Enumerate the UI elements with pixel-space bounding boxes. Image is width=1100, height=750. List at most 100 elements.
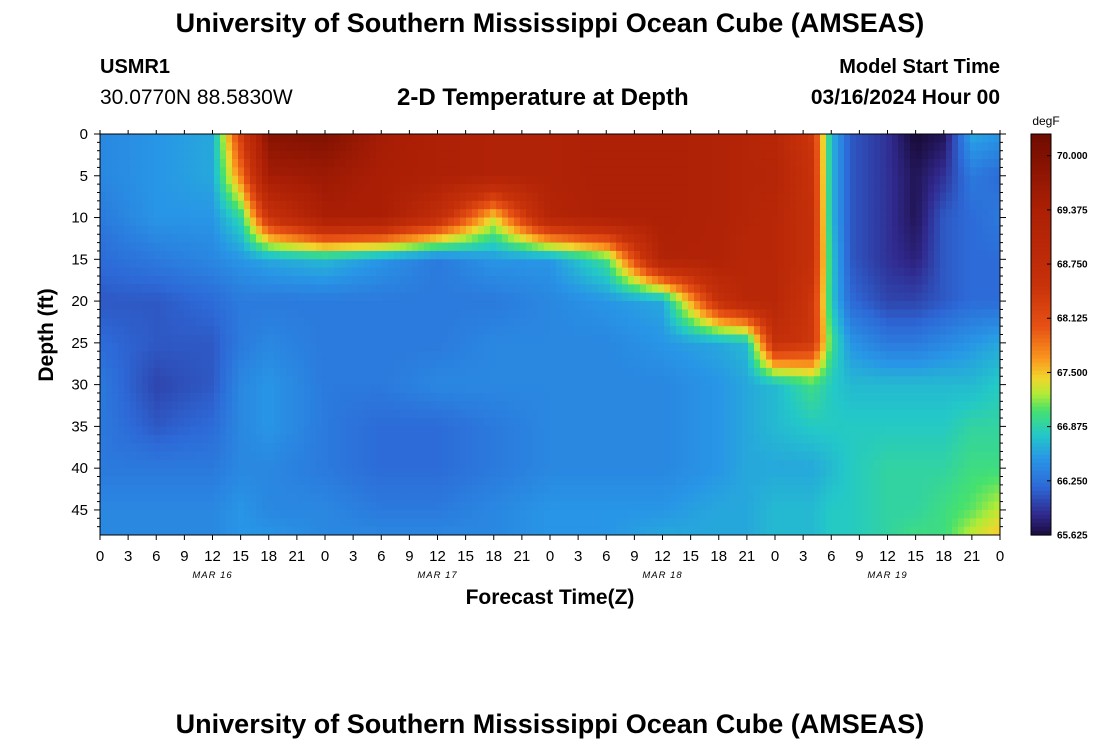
heatmap-cell xyxy=(640,200,647,210)
heatmap-cell xyxy=(946,342,953,352)
heatmap-cell xyxy=(988,301,995,311)
heatmap-cell xyxy=(880,392,887,402)
heatmap-cell xyxy=(364,376,371,386)
heatmap-cell xyxy=(946,292,953,302)
heatmap-cell xyxy=(220,200,227,210)
heatmap-cell xyxy=(418,392,425,402)
heatmap-cell xyxy=(130,142,137,152)
heatmap-cell xyxy=(634,267,641,277)
heatmap-cell xyxy=(418,276,425,285)
heatmap-cell xyxy=(124,209,131,219)
heatmap-cell xyxy=(700,184,707,194)
heatmap-cell xyxy=(442,150,449,160)
heatmap-cell xyxy=(832,159,839,169)
heatmap-cell xyxy=(130,159,137,169)
heatmap-cell xyxy=(508,259,515,269)
heatmap-cell xyxy=(112,309,119,319)
heatmap-cell xyxy=(130,267,137,277)
heatmap-cell xyxy=(532,317,539,327)
heatmap-cell xyxy=(796,359,803,369)
heatmap-cell xyxy=(544,326,551,336)
heatmap-cell xyxy=(136,150,143,160)
heatmap-cell xyxy=(232,301,239,311)
heatmap-cell xyxy=(472,392,479,402)
heatmap-cell xyxy=(370,292,377,302)
heatmap-cell xyxy=(220,192,227,202)
heatmap-cell xyxy=(400,217,407,227)
heatmap-cell xyxy=(532,301,539,311)
heatmap-cell xyxy=(358,267,365,277)
heatmap-cell xyxy=(256,167,263,177)
heatmap-cell xyxy=(730,134,737,143)
heatmap-cell xyxy=(586,259,593,269)
heatmap-cell xyxy=(148,384,155,394)
heatmap-cell xyxy=(622,284,629,294)
heatmap-cell xyxy=(214,209,221,219)
heatmap-cell xyxy=(826,150,833,160)
heatmap-cell xyxy=(592,225,599,235)
heatmap-cell xyxy=(346,259,353,269)
heatmap-cell xyxy=(100,150,107,160)
heatmap-cell xyxy=(376,167,383,177)
heatmap-cell xyxy=(430,192,437,202)
heatmap-cell xyxy=(370,392,377,402)
heatmap-cell xyxy=(376,317,383,327)
heatmap-cell xyxy=(526,209,533,219)
heatmap-cell xyxy=(892,334,899,344)
heatmap-cell xyxy=(634,250,641,260)
heatmap-cell xyxy=(556,292,563,302)
heatmap-cell xyxy=(328,351,335,361)
heatmap-cell xyxy=(568,326,575,336)
heatmap-cell xyxy=(286,200,293,210)
heatmap-cell xyxy=(550,342,557,352)
heatmap-cell xyxy=(370,367,377,377)
heatmap-cell xyxy=(892,225,899,235)
heatmap-cell xyxy=(658,242,665,252)
heatmap-cell xyxy=(634,200,641,210)
heatmap-cell xyxy=(496,192,503,202)
heatmap-cell xyxy=(604,184,611,194)
heatmap-cell xyxy=(520,384,527,394)
heatmap-cell xyxy=(520,159,527,169)
heatmap-cell xyxy=(850,209,857,219)
heatmap-cell xyxy=(526,276,533,285)
heatmap-cell xyxy=(112,250,119,260)
heatmap-cell xyxy=(778,351,785,361)
heatmap-cell xyxy=(304,284,311,294)
heatmap-cell xyxy=(772,259,779,269)
heatmap-cell xyxy=(598,376,605,386)
heatmap-cell xyxy=(562,317,569,327)
heatmap-cell xyxy=(130,309,137,319)
heatmap-cell xyxy=(718,184,725,194)
heatmap-cell xyxy=(898,225,905,235)
heatmap-cell xyxy=(466,242,473,252)
heatmap-cell xyxy=(382,292,389,302)
heatmap-cell xyxy=(934,292,941,302)
heatmap-cell xyxy=(616,234,623,244)
heatmap-cell xyxy=(538,217,545,227)
heatmap-cell xyxy=(394,284,401,294)
heatmap-cell xyxy=(304,167,311,177)
heatmap-cell xyxy=(994,276,1000,285)
heatmap-cell xyxy=(388,326,395,336)
heatmap-cell xyxy=(898,150,905,160)
heatmap-cell xyxy=(448,301,455,311)
heatmap-cell xyxy=(880,326,887,336)
heatmap-cell xyxy=(112,209,119,219)
heatmap-cell xyxy=(562,209,569,219)
heatmap-cell xyxy=(520,309,527,319)
heatmap-cell xyxy=(886,209,893,219)
heatmap-cell xyxy=(778,267,785,277)
heatmap-cell xyxy=(406,225,413,235)
heatmap-cell xyxy=(952,200,959,210)
heatmap-cell xyxy=(346,401,353,411)
heatmap-cell xyxy=(670,292,677,302)
heatmap-cell xyxy=(982,192,989,202)
heatmap-cell xyxy=(118,259,125,269)
heatmap-cell xyxy=(406,284,413,294)
heatmap-cell xyxy=(496,200,503,210)
heatmap-cell xyxy=(436,309,443,319)
heatmap-cell xyxy=(220,267,227,277)
heatmap-cell xyxy=(256,342,263,352)
heatmap-cell xyxy=(556,376,563,386)
